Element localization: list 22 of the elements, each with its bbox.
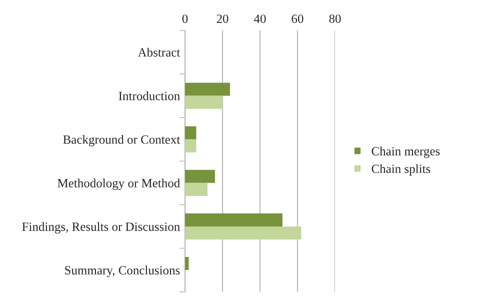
x-tick-label: 0	[182, 14, 188, 23]
bar	[185, 96, 222, 109]
bar	[185, 213, 282, 226]
y-tick-label: Summary, Conclusions	[65, 266, 180, 278]
bar	[185, 139, 196, 152]
legend-label: Chain merges	[372, 146, 440, 158]
y-tick-label: Methodology or Method	[58, 178, 180, 190]
y-tick-label: Findings, Results or Discussion	[22, 222, 180, 234]
bar	[185, 170, 215, 183]
bar	[185, 182, 208, 196]
legend-label: Chain splits	[372, 164, 430, 176]
bar	[185, 82, 230, 96]
bar	[185, 126, 196, 140]
x-tick-label: 40	[254, 14, 266, 23]
x-tick-label: 60	[292, 14, 304, 23]
y-tick-label: Background or Context	[63, 134, 180, 146]
y-tick-label: Abstract	[138, 48, 180, 57]
y-tick-label: Introduction	[118, 91, 180, 100]
bar	[185, 226, 302, 240]
x-tick-label: 20	[216, 14, 228, 23]
x-tick-label: 80	[329, 14, 341, 23]
bar	[185, 256, 189, 270]
